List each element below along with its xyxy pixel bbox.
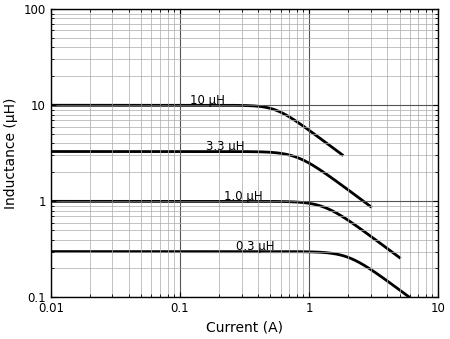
Text: 0.3 μH: 0.3 μH [236,240,274,253]
X-axis label: Current (A): Current (A) [206,321,283,335]
Y-axis label: Inductance (μH): Inductance (μH) [4,98,18,209]
Text: 10 μH: 10 μH [190,94,225,107]
Text: 3.3 μH: 3.3 μH [207,140,245,153]
Text: 1.0 μH: 1.0 μH [224,190,263,203]
